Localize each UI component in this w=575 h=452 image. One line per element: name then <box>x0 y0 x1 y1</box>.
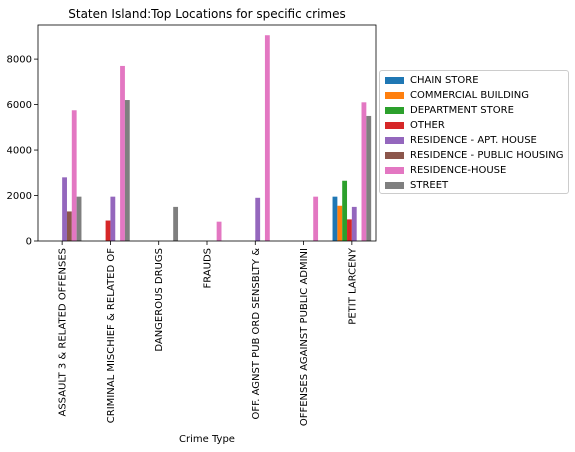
legend-swatch <box>385 167 404 174</box>
bar-7-6 <box>366 115 372 241</box>
bar-4-4 <box>255 197 261 241</box>
bar-7-0 <box>76 196 82 241</box>
legend-label: RESIDENCE - PUBLIC HOUSING <box>410 150 564 161</box>
legend-label: CHAIN STORE <box>410 75 479 86</box>
legend-swatch <box>385 77 404 84</box>
bar-6-3 <box>216 221 222 241</box>
bars-group <box>62 35 372 242</box>
bar-2-6 <box>342 180 348 241</box>
bar-6-4 <box>264 35 270 242</box>
x-tick-label: OFF. AGNST PUB ORD SENSBLTY & <box>251 248 262 420</box>
y-axis-ticks: 0 2000 4000 6000 8000 <box>7 55 38 248</box>
legend-swatch <box>385 122 404 129</box>
legend-item: CHAIN STORE <box>385 73 568 88</box>
bar-6-5 <box>313 196 319 241</box>
bar-4-1 <box>110 196 116 241</box>
legend-swatch <box>385 92 404 99</box>
plot-frame <box>37 24 377 242</box>
legend-swatch <box>385 137 404 144</box>
x-tick-label: PETIT LARCENY <box>347 247 358 325</box>
bar-5-0 <box>66 211 72 241</box>
legend-label: RESIDENCE - APT. HOUSE <box>410 135 537 146</box>
legend: CHAIN STORE COMMERCIAL BUILDING DEPARTMENT… <box>379 70 569 194</box>
bar-6-6 <box>361 102 367 241</box>
legend-label: COMMERCIAL BUILDING <box>410 90 529 101</box>
legend-label: STREET <box>410 180 449 191</box>
bar-6-0 <box>71 110 77 241</box>
bar-6-1 <box>120 65 125 242</box>
y-tick-label: 0 <box>26 237 32 248</box>
legend-label: OTHER <box>410 120 445 131</box>
bar-4-0 <box>62 177 67 241</box>
legend-swatch <box>385 107 404 114</box>
legend-item: STREET <box>385 178 568 193</box>
bar-4-6 <box>351 206 357 241</box>
x-axis-label: Crime Type <box>179 434 235 445</box>
x-tick-label: ASSAULT 3 & RELATED OFFENSES <box>58 248 69 417</box>
legend-label: RESIDENCE-HOUSE <box>410 165 507 176</box>
y-tick-label: 4000 <box>7 146 32 157</box>
bar-7-2 <box>173 206 179 241</box>
x-axis-ticks: ASSAULT 3 & RELATED OFFENSES CRIMINAL MIS… <box>58 241 358 426</box>
legend-swatch <box>385 152 404 159</box>
legend-item: DEPARTMENT STORE <box>385 103 568 118</box>
legend-item: RESIDENCE-HOUSE <box>385 163 568 178</box>
y-tick-label: 6000 <box>7 100 32 111</box>
legend-label: DEPARTMENT STORE <box>410 105 514 116</box>
bar-7-1 <box>124 100 130 241</box>
bar-0-6 <box>332 196 338 241</box>
legend-item: COMMERCIAL BUILDING <box>385 88 568 103</box>
x-tick-label: CRIMINAL MISCHIEF & RELATED OF <box>106 248 117 423</box>
legend-swatch <box>385 182 404 189</box>
legend-item: OTHER <box>385 118 568 133</box>
legend-item: RESIDENCE - PUBLIC HOUSING <box>385 148 568 163</box>
x-tick-label: DANGEROUS DRUGS <box>154 248 165 352</box>
y-tick-label: 2000 <box>7 191 32 202</box>
chart-title: Staten Island:Top Locations for specific… <box>68 7 345 21</box>
legend-item: RESIDENCE - APT. HOUSE <box>385 133 568 148</box>
bar-3-6 <box>347 219 352 241</box>
bar-1-6 <box>337 205 343 241</box>
x-tick-label: FRAUDS <box>203 248 214 289</box>
y-tick-label: 8000 <box>7 55 32 66</box>
x-tick-label: OFFENSES AGAINST PUBLIC ADMINI <box>299 248 310 426</box>
bar-3-1 <box>105 220 111 241</box>
